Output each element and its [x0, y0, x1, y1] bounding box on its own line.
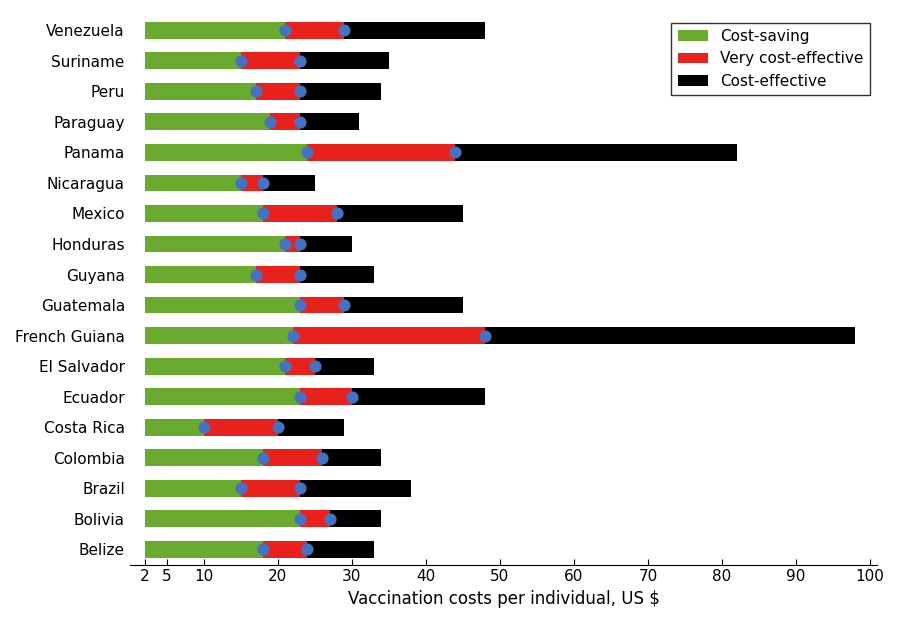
Bar	[145, 83, 256, 100]
Point	[338, 300, 352, 310]
Point	[345, 392, 359, 402]
Point	[292, 483, 307, 493]
Point	[292, 56, 307, 66]
Point	[301, 545, 315, 554]
Bar	[263, 205, 337, 222]
Bar	[285, 358, 315, 374]
Bar	[300, 235, 352, 252]
Bar	[329, 510, 382, 527]
Point	[256, 209, 270, 219]
Bar	[145, 205, 263, 222]
Point	[315, 453, 329, 463]
Point	[248, 87, 263, 97]
Bar	[485, 327, 855, 344]
Bar	[270, 113, 300, 130]
Point	[278, 361, 293, 371]
Bar	[145, 235, 285, 252]
Bar	[345, 297, 463, 313]
Bar	[256, 83, 300, 100]
Point	[234, 483, 248, 493]
Bar	[300, 52, 389, 69]
Bar	[263, 449, 322, 466]
Point	[256, 545, 270, 554]
Bar	[285, 235, 300, 252]
Legend: Cost-saving, Very cost-effective, Cost-effective: Cost-saving, Very cost-effective, Cost-e…	[671, 22, 869, 95]
Bar	[352, 388, 485, 405]
Bar	[145, 541, 263, 558]
Bar	[300, 510, 329, 527]
Bar	[203, 419, 278, 435]
Bar	[145, 327, 292, 344]
Point	[292, 87, 307, 97]
Bar	[292, 327, 485, 344]
Point	[234, 56, 248, 66]
Point	[322, 514, 337, 524]
Point	[292, 392, 307, 402]
Point	[196, 422, 211, 432]
Bar	[145, 113, 270, 130]
Bar	[315, 358, 374, 374]
Bar	[300, 266, 374, 283]
Point	[285, 331, 300, 341]
Bar	[300, 83, 382, 100]
Bar	[308, 144, 455, 161]
Bar	[145, 388, 300, 405]
Point	[292, 117, 307, 127]
Point	[278, 26, 293, 36]
Bar	[455, 144, 737, 161]
Bar	[241, 174, 263, 191]
Bar	[308, 541, 374, 558]
Point	[338, 26, 352, 36]
Bar	[263, 541, 308, 558]
Point	[271, 422, 285, 432]
Bar	[145, 174, 241, 191]
Bar	[300, 113, 359, 130]
Bar	[337, 205, 463, 222]
Bar	[145, 449, 263, 466]
Bar	[285, 22, 345, 39]
Point	[278, 239, 293, 249]
Point	[448, 148, 463, 158]
Point	[256, 453, 270, 463]
Bar	[145, 144, 308, 161]
Bar	[145, 358, 285, 374]
Point	[308, 361, 322, 371]
Point	[256, 178, 270, 188]
Bar	[278, 419, 345, 435]
Bar	[300, 297, 345, 313]
Bar	[300, 388, 352, 405]
Bar	[145, 297, 300, 313]
Bar	[345, 22, 485, 39]
Bar	[300, 480, 411, 497]
Point	[292, 270, 307, 280]
Point	[292, 300, 307, 310]
Bar	[145, 52, 241, 69]
Point	[478, 331, 492, 341]
Bar	[322, 449, 382, 466]
Bar	[241, 480, 300, 497]
Point	[263, 117, 277, 127]
Bar	[145, 480, 241, 497]
Bar	[145, 266, 256, 283]
Point	[234, 178, 248, 188]
Point	[292, 239, 307, 249]
Point	[329, 209, 344, 219]
X-axis label: Vaccination costs per individual, US $: Vaccination costs per individual, US $	[347, 590, 660, 608]
Bar	[145, 22, 285, 39]
Bar	[241, 52, 300, 69]
Point	[248, 270, 263, 280]
Bar	[256, 266, 300, 283]
Bar	[263, 174, 315, 191]
Point	[301, 148, 315, 158]
Bar	[145, 510, 300, 527]
Point	[292, 514, 307, 524]
Bar	[145, 419, 203, 435]
